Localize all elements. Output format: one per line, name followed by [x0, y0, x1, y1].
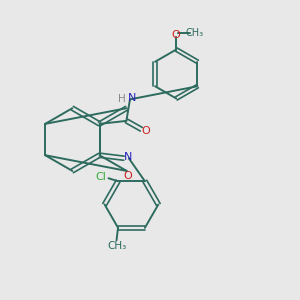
Text: CH₃: CH₃	[107, 241, 126, 251]
Text: Cl: Cl	[95, 172, 106, 182]
Text: CH₃: CH₃	[186, 28, 204, 38]
Text: N: N	[128, 93, 136, 103]
Text: N: N	[124, 152, 132, 162]
Text: H: H	[118, 94, 125, 104]
Text: O: O	[171, 31, 180, 40]
Text: O: O	[123, 171, 132, 181]
Text: O: O	[142, 126, 151, 136]
